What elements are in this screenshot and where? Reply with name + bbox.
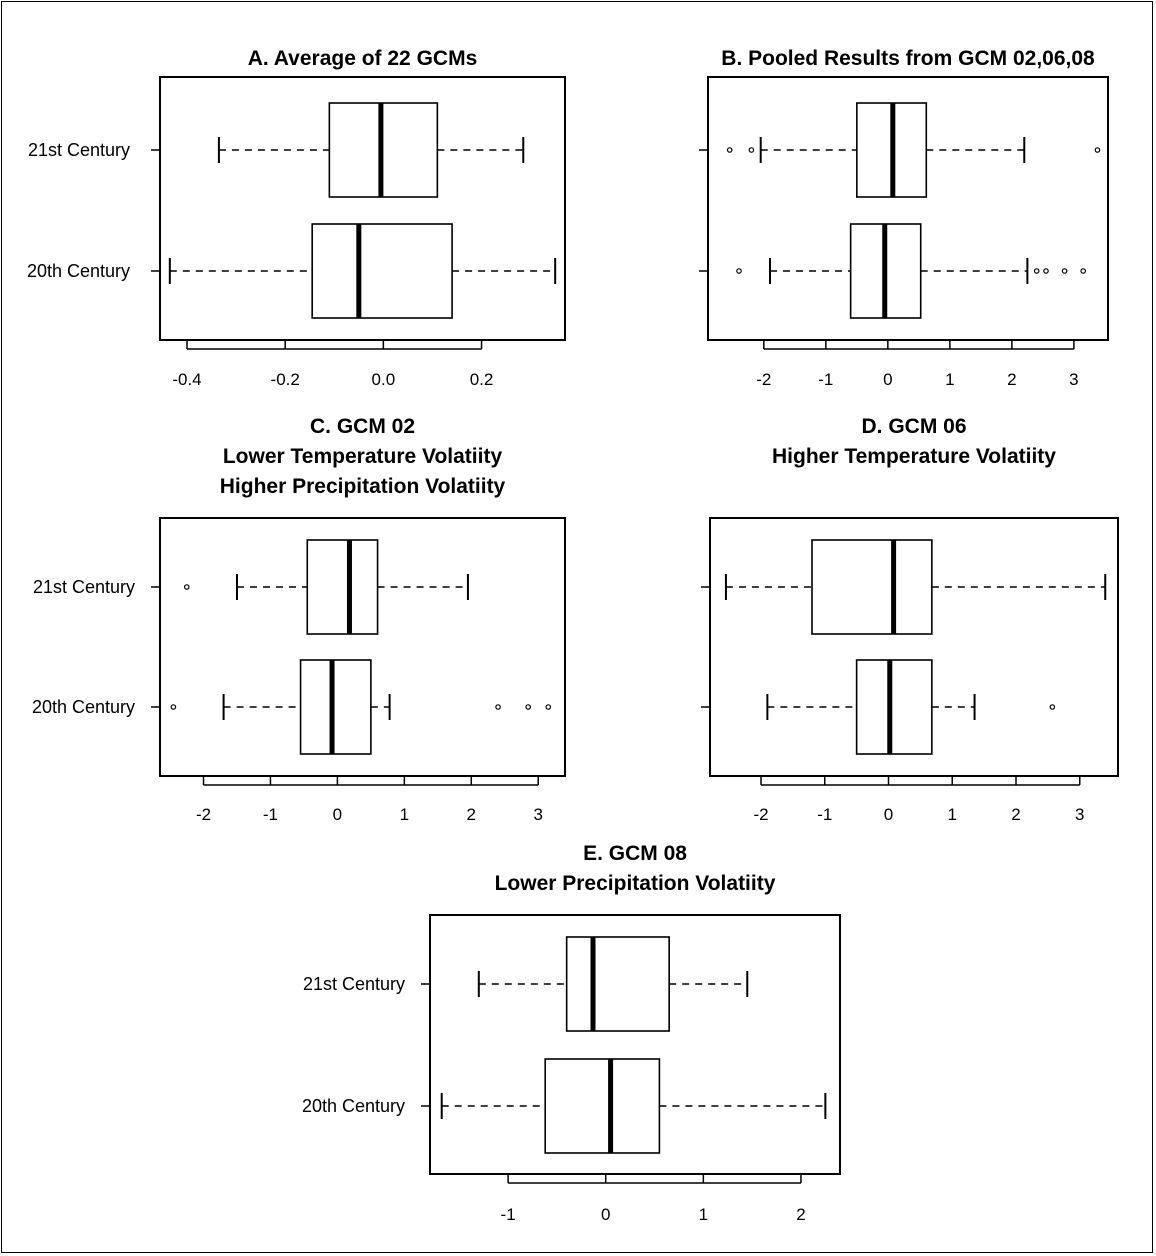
y-tick-label: 20th Century [32,697,135,717]
box-21st-century [477,936,749,1032]
outlier-point [1043,268,1049,274]
outlier-point [525,704,531,710]
x-tick-label: 3 [1069,370,1078,389]
y-tick-label: 20th Century [27,261,130,281]
x-tick-label: 1 [400,805,409,824]
x-tick-label: -1 [501,1205,516,1224]
x-tick-label: 0 [884,805,893,824]
iqr-box [811,539,933,635]
iqr-box [311,223,453,319]
x-tick-label: 2 [1007,370,1016,389]
y-tick-label: 21st Century [33,577,135,597]
outlier-point [1094,147,1101,153]
x-tick-label: -1 [817,805,832,824]
outlier-point [170,704,177,710]
x-tick-label: 1 [948,805,957,824]
y-tick-label: 21st Century [303,974,405,994]
plot-border [709,517,1119,777]
x-tick-label: 3 [1075,805,1084,824]
y-tick-label: 21st Century [28,140,130,160]
x-tick-label: 3 [533,805,542,824]
panel-title-line: D. GCM 06 [861,415,966,438]
box-20th-century [440,1058,827,1154]
panel-title-line: A. Average of 22 GCMs [248,47,478,70]
plot-border [159,76,566,341]
outlier-point [1049,704,1056,710]
x-tick-label: -1 [263,805,278,824]
box-20th-century [736,223,1086,319]
x-tick-label: -0.2 [271,370,300,389]
panel-title-line: C. GCM 02 [310,415,415,438]
x-tick-label: 1 [699,1205,708,1224]
iqr-box [544,1058,661,1154]
outlier-point [736,268,742,274]
y-tick-label: 20th Century [302,1096,405,1116]
outlier-point [1080,268,1086,274]
x-tick-label: -2 [753,805,768,824]
outlier-point [748,147,755,153]
x-tick-label: 0.2 [470,370,494,389]
iqr-box [299,659,372,755]
panel-title-line: E. GCM 08 [583,842,687,865]
panel-title-line: Lower Temperature Volatiity [223,445,503,468]
panel-b: B. Pooled Results from GCM 02,06,08 -2 -1 0… [699,47,1109,389]
box-21st-century [726,102,1101,198]
x-tick-label: -2 [756,370,771,389]
plot-border [159,517,566,777]
outlier-point [495,704,501,710]
panel-title-line: Higher Temperature Volatiity [772,445,1056,468]
plot-border [707,76,1109,341]
x-tick-label: 0 [883,370,892,389]
x-tick-label: -1 [818,370,833,389]
x-tick-label: 0 [333,805,342,824]
panel-title-line: Higher Precipitation Volatiity [220,475,506,498]
outlier-point [545,704,552,710]
x-tick-label: 2 [467,805,476,824]
box-20th-century [766,659,1056,755]
box-21st-century [183,539,469,635]
x-tick-label: -0.4 [172,370,201,389]
box-20th-century [170,659,552,755]
x-tick-label: 0 [601,1205,610,1224]
outlier-point [726,147,733,153]
iqr-box [306,539,379,635]
panel-title-line: B. Pooled Results from GCM 02,06,08 [721,47,1095,70]
iqr-box [565,936,670,1032]
x-tick-label: 1 [945,370,954,389]
panel-title-line: Lower Precipitation Volatiity [495,872,776,895]
panel-c: C. GCM 02 Lower Temperature Volatiity High… [32,415,566,824]
box-20th-century [168,223,557,319]
outlier-point [183,584,190,590]
outlier-point [1033,268,1040,274]
x-tick-label: 2 [1011,805,1020,824]
x-tick-label: 2 [796,1205,805,1224]
plot-border [429,914,841,1175]
x-tick-label: 0.0 [372,370,396,389]
box-21st-century [724,539,1107,635]
panel-a: A. Average of 22 GCMs 21st Century 20th Ce… [27,47,566,389]
x-tick-label: -2 [196,805,211,824]
outlier-point [1061,268,1068,274]
panel-d: D. GCM 06 Higher Temperature Volatiity -2 -… [701,415,1119,824]
iqr-box [855,659,933,755]
box-21st-century [217,102,525,198]
